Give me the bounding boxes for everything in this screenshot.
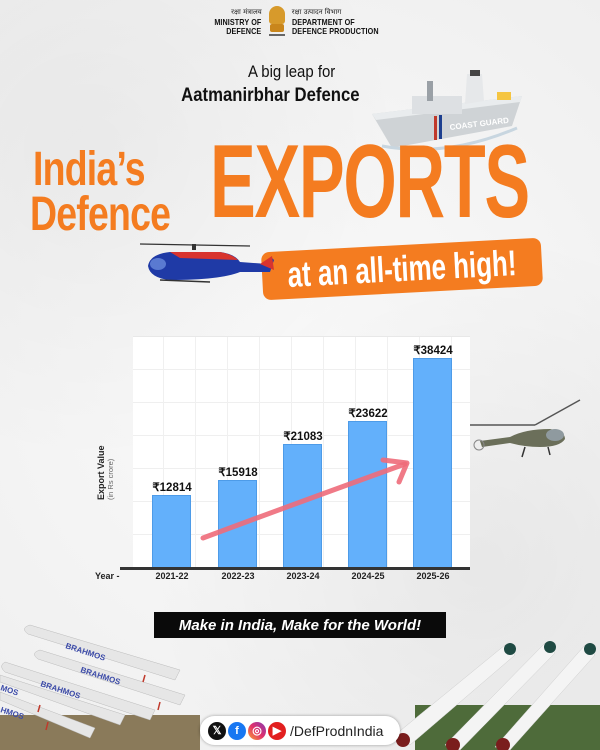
bar-value-label: ₹21083	[283, 431, 323, 443]
svg-text:BRAHMOS: BRAHMOS	[79, 665, 122, 687]
x-axis-label: Year -	[95, 571, 120, 581]
all-time-high-banner: at an all-time high!	[260, 237, 544, 301]
coast-guard-ship-icon: COAST GUARD	[372, 70, 522, 151]
subtitle-line1: A big leap for	[248, 62, 336, 81]
department-hindi-text: रक्षा उत्पादन विभाग	[291, 8, 342, 16]
bar-value-label: ₹23622	[348, 408, 388, 420]
national-emblem-icon	[266, 4, 288, 40]
bar-2023-24	[283, 444, 322, 568]
y-axis-label: Export Value (in Rs crore)	[96, 445, 115, 500]
akash-missiles-icon	[395, 641, 600, 750]
social-handle-text[interactable]: /DefProdnIndia	[290, 722, 384, 739]
brahmos-missiles-icon: BRAHMOS BRAHMOS BRAHMOS MOS HMOS	[0, 624, 200, 750]
department-line1: DEPARTMENT OF	[291, 17, 355, 27]
x-icon[interactable]: 𝕏	[208, 721, 226, 740]
youtube-icon[interactable]: ▶	[268, 721, 286, 740]
bar-2025-26	[413, 358, 452, 568]
ministry-of-defence-logo: रक्षा मंत्रालय MINISTRY OF DEFENCE	[206, 8, 262, 36]
x-tick-label: 2021-22	[155, 571, 189, 581]
x-tick-label: 2024-25	[351, 571, 385, 581]
bar-value-label: ₹38424	[413, 345, 453, 357]
bar-2021-22	[152, 495, 191, 568]
chetak-helicopter-icon	[470, 399, 581, 458]
headline-defence: Defence	[30, 188, 171, 241]
headline-exports: EXPORTS	[210, 124, 530, 240]
bar-value-label: ₹12814	[152, 482, 192, 494]
x-axis-line	[120, 567, 470, 570]
x-tick-label: 2022-23	[221, 571, 255, 581]
facebook-icon[interactable]: f	[228, 721, 246, 740]
department-line2: DEFENCE PRODUCTION	[291, 25, 379, 36]
headline-indias: India’s	[33, 143, 146, 196]
tagline-banner: Make in India, Make for the World!	[154, 612, 446, 638]
bar-2024-25	[348, 421, 387, 568]
ministry-hindi-text: रक्षा मंत्रालय	[231, 8, 262, 16]
x-tick-label: 2023-24	[286, 571, 320, 581]
subtitle-line2: Aatmanirbhar Defence	[180, 85, 360, 106]
ministry-line2: DEFENCE	[226, 25, 262, 36]
tagline-text: Make in India, Make for the World!	[178, 616, 422, 634]
instagram-icon[interactable]: ◎	[248, 721, 266, 740]
department-of-defence-production-logo: रक्षा उत्पादन विभाग DEPARTMENT OF DEFENC…	[292, 9, 394, 35]
ministry-line1: MINISTRY OF	[214, 17, 262, 27]
social-handle-bar[interactable]: 𝕏 f ◎ ▶ /DefProdnIndia	[200, 716, 400, 745]
x-tick-label: 2025-26	[416, 571, 450, 581]
bar-value-label: ₹15918	[218, 467, 258, 479]
header-logos: रक्षा मंत्रालय MINISTRY OF DEFENCE रक्षा…	[0, 4, 600, 40]
bar-2022-23	[218, 480, 257, 568]
all-time-high-text: at an all-time high!	[286, 242, 518, 295]
alh-helicopter-icon	[140, 243, 274, 283]
exports-bar-chart: ₹12814 ₹15918 ₹21083 ₹23622 ₹38424	[133, 336, 470, 568]
